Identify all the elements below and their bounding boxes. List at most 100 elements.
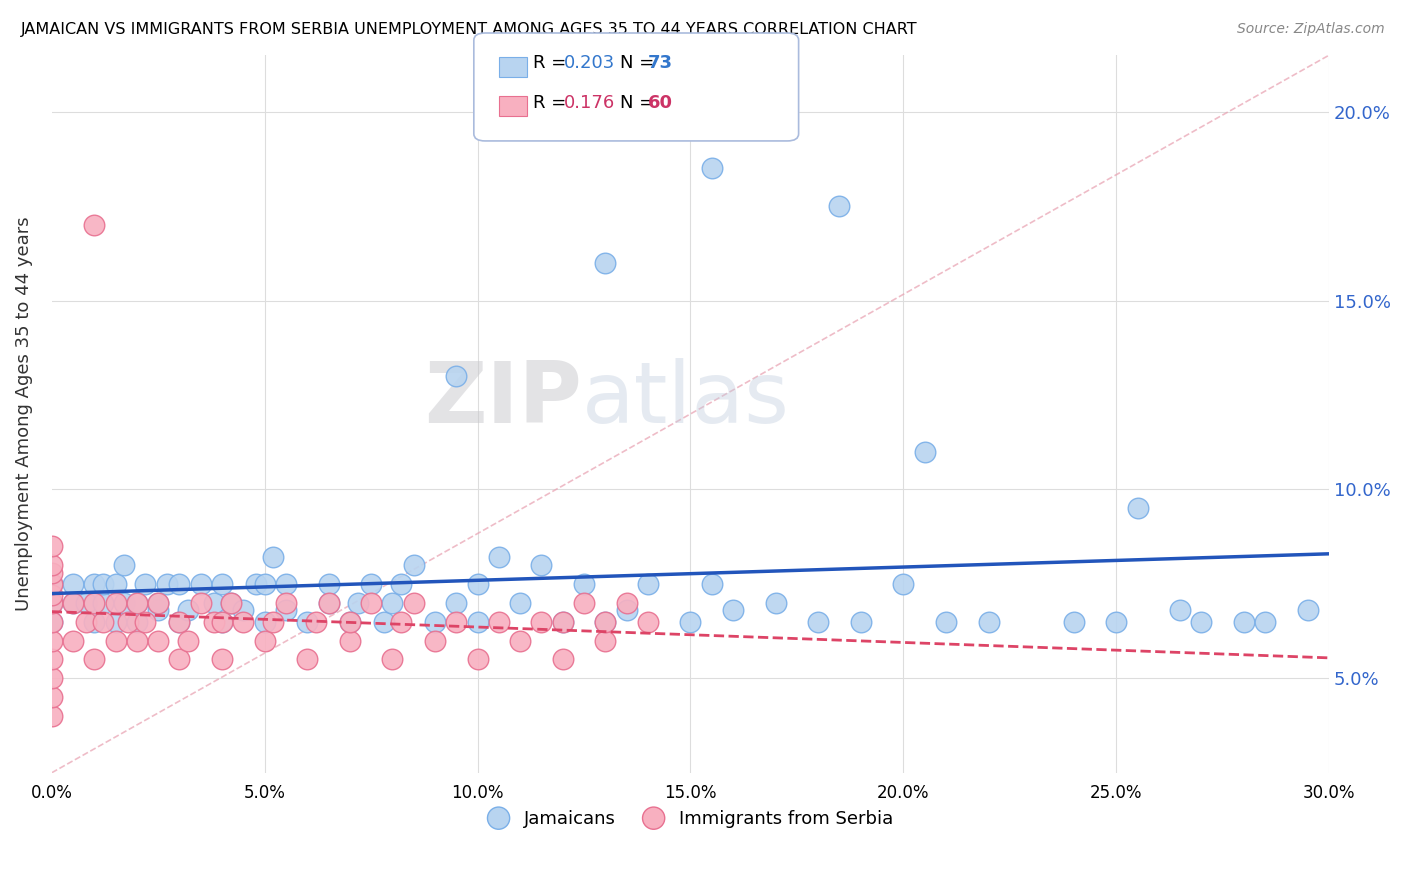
Point: [339, 615, 361, 629]
Point: [637, 577, 659, 591]
Point: [75, 596, 97, 610]
Text: 73: 73: [648, 54, 673, 72]
Text: N =: N =: [620, 94, 659, 112]
Point: [41, 633, 63, 648]
Point: [616, 596, 638, 610]
Point: [41, 652, 63, 666]
Point: [148, 596, 170, 610]
Point: [467, 577, 489, 591]
Text: Source: ZipAtlas.com: Source: ZipAtlas.com: [1237, 22, 1385, 37]
Point: [595, 256, 617, 270]
Point: [177, 603, 200, 617]
Point: [1105, 615, 1128, 629]
Point: [360, 577, 382, 591]
Point: [446, 615, 468, 629]
Point: [389, 577, 412, 591]
Point: [700, 577, 723, 591]
Point: [202, 615, 225, 629]
Point: [232, 615, 254, 629]
Point: [169, 577, 191, 591]
Point: [849, 615, 872, 629]
Point: [318, 577, 340, 591]
Point: [1168, 603, 1191, 617]
Point: [381, 596, 404, 610]
Point: [423, 633, 446, 648]
Text: 0.203: 0.203: [564, 54, 614, 72]
Point: [1233, 615, 1256, 629]
Point: [679, 615, 702, 629]
Point: [41, 615, 63, 629]
Point: [134, 615, 156, 629]
Point: [245, 577, 267, 591]
Point: [446, 596, 468, 610]
Point: [211, 615, 233, 629]
Point: [253, 633, 276, 648]
Point: [190, 577, 212, 591]
Point: [148, 596, 170, 610]
Point: [381, 652, 404, 666]
Point: [1126, 501, 1149, 516]
Text: 0.176: 0.176: [564, 94, 614, 112]
Point: [41, 596, 63, 610]
Point: [828, 199, 851, 213]
Point: [62, 633, 84, 648]
Point: [297, 615, 319, 629]
Point: [148, 603, 170, 617]
Point: [41, 539, 63, 553]
Text: R =: R =: [533, 54, 572, 72]
Point: [572, 596, 595, 610]
Point: [595, 615, 617, 629]
Point: [423, 615, 446, 629]
Point: [125, 615, 148, 629]
Point: [83, 615, 105, 629]
Point: [402, 596, 425, 610]
Point: [219, 596, 242, 610]
Text: atlas: atlas: [582, 358, 790, 441]
Point: [914, 444, 936, 458]
Point: [91, 615, 114, 629]
Point: [83, 218, 105, 232]
Point: [551, 615, 574, 629]
Point: [125, 633, 148, 648]
Point: [347, 596, 370, 610]
Point: [721, 603, 744, 617]
Point: [935, 615, 957, 629]
Point: [274, 603, 297, 617]
Point: [211, 652, 233, 666]
Point: [41, 671, 63, 685]
Point: [41, 615, 63, 629]
Point: [262, 550, 284, 565]
Point: [112, 596, 135, 610]
Legend: Jamaicans, Immigrants from Serbia: Jamaicans, Immigrants from Serbia: [481, 802, 900, 836]
Point: [41, 588, 63, 602]
Point: [339, 633, 361, 648]
Point: [125, 596, 148, 610]
Point: [891, 577, 914, 591]
Point: [177, 633, 200, 648]
Point: [117, 615, 139, 629]
Point: [360, 596, 382, 610]
Point: [83, 577, 105, 591]
Point: [91, 596, 114, 610]
Point: [807, 615, 830, 629]
Point: [253, 577, 276, 591]
Point: [75, 615, 97, 629]
Point: [62, 596, 84, 610]
Point: [389, 615, 412, 629]
Point: [1063, 615, 1085, 629]
Point: [700, 161, 723, 176]
Point: [41, 558, 63, 572]
Point: [318, 596, 340, 610]
Point: [572, 577, 595, 591]
Point: [262, 615, 284, 629]
Point: [169, 652, 191, 666]
Point: [83, 652, 105, 666]
Text: JAMAICAN VS IMMIGRANTS FROM SERBIA UNEMPLOYMENT AMONG AGES 35 TO 44 YEARS CORREL: JAMAICAN VS IMMIGRANTS FROM SERBIA UNEMP…: [21, 22, 918, 37]
Point: [1254, 615, 1277, 629]
Point: [41, 690, 63, 705]
Point: [595, 615, 617, 629]
Point: [104, 615, 127, 629]
Point: [62, 577, 84, 591]
Point: [488, 550, 510, 565]
Point: [977, 615, 1000, 629]
